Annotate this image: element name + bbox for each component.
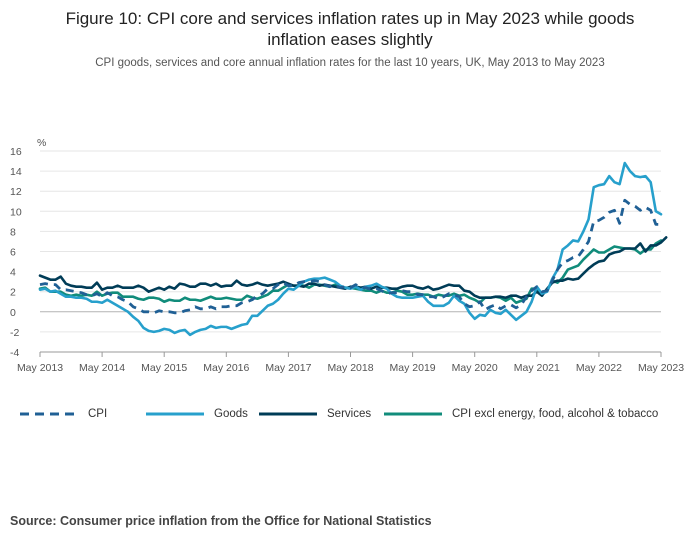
y-tick-label: 6: [10, 247, 16, 259]
legend-item-core[interactable]: CPI excl energy, food, alcohol & tobacco: [382, 408, 658, 420]
x-tick-label: May 2019: [390, 362, 436, 374]
y-tick-label: -4: [10, 347, 19, 359]
x-tick-label: May 2023: [638, 362, 684, 374]
legend-item-services[interactable]: Services: [257, 408, 371, 420]
y-tick-label: 4: [10, 267, 16, 279]
y-tick-label: 12: [10, 186, 22, 198]
legend-label-core: CPI excl energy, food, alcohol & tobacco: [452, 408, 659, 420]
legend-swatch-goods: [146, 412, 204, 416]
y-tick-label: 8: [10, 226, 16, 238]
chart-title: Figure 10: CPI core and services inflati…: [0, 8, 700, 50]
x-tick-label: May 2018: [327, 362, 373, 374]
x-tick-label: May 2021: [514, 362, 560, 374]
chart-title-line-1: Figure 10: CPI core and services inflati…: [65, 9, 635, 28]
y-tick-label: -2: [10, 327, 19, 339]
legend-swatch-core: [384, 412, 442, 416]
x-tick-label: May 2022: [576, 362, 622, 374]
chart-title-line-2: inflation eases slightly: [267, 30, 433, 49]
y-tick-label: 10: [10, 206, 22, 218]
x-tick-label: May 2017: [265, 362, 311, 374]
legend-label-services: Services: [327, 408, 372, 420]
x-tick-label: May 2015: [141, 362, 187, 374]
y-tick-label: 0: [10, 307, 16, 319]
legend-label-goods: Goods: [214, 408, 248, 420]
x-tick-label: May 2014: [79, 362, 125, 374]
chart-legend: CPI Goods Services CPI excl energy, food…: [0, 408, 700, 428]
y-tick-label: 16: [10, 146, 22, 158]
legend-item-cpi[interactable]: CPI: [18, 408, 107, 420]
y-axis-unit: %: [37, 137, 46, 149]
cpi-line: [39, 198, 661, 315]
legend-swatch-services: [259, 412, 317, 416]
y-tick-label: 14: [10, 166, 22, 178]
x-tick-label: May 2020: [452, 362, 498, 374]
source-note: Source: Consumer price inflation from th…: [10, 514, 432, 528]
line-chart: 16 14 12 10 8 6 4 2 0 -2 -4% May 2013 May 2014 May 20…: [10, 137, 684, 374]
goods-line: [38, 161, 663, 337]
legend-item-goods[interactable]: Goods: [144, 408, 248, 420]
chart-subtitle: CPI goods, services and core annual infl…: [95, 57, 605, 69]
x-tick-label: May 2016: [203, 362, 249, 374]
x-tick-label: May 2013: [17, 362, 63, 374]
legend-swatch-cpi: [20, 412, 78, 416]
y-tick-label: 2: [10, 287, 16, 299]
legend-label-cpi: CPI: [88, 408, 108, 420]
